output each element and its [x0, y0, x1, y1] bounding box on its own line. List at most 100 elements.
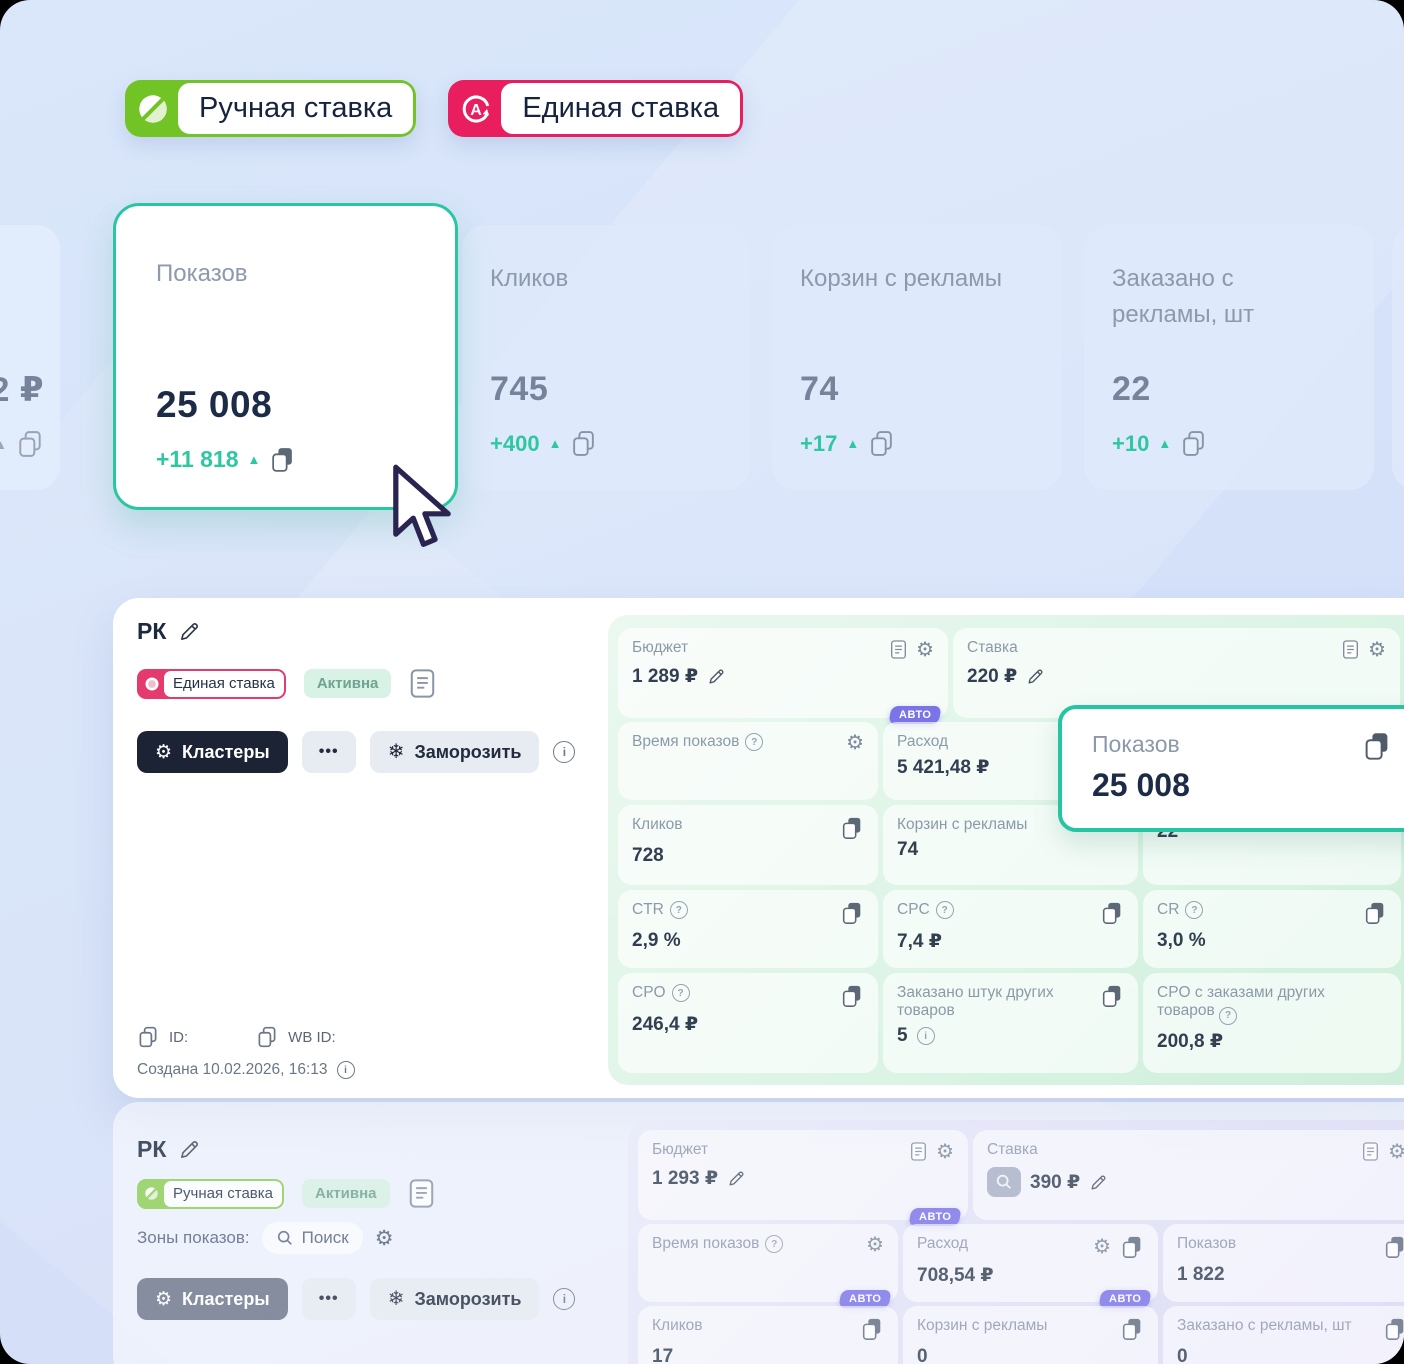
gear-icon[interactable]: ⚙	[916, 638, 934, 661]
copy-icon[interactable]	[1362, 731, 1392, 761]
question-icon[interactable]: ?	[671, 984, 690, 1002]
copy-icon[interactable]	[1100, 901, 1124, 925]
cpo-value: 246,4 ₽	[632, 1014, 699, 1035]
note-icon[interactable]	[1342, 639, 1359, 660]
edit-icon[interactable]	[707, 667, 726, 686]
impressions-overlay-card[interactable]: Показов 25 008	[1058, 705, 1404, 832]
copy-icon[interactable]	[269, 446, 296, 473]
zone-chip[interactable]: Поиск	[261, 1222, 363, 1254]
gear-icon[interactable]: ⚙	[374, 1226, 394, 1250]
copy-icon[interactable]	[137, 1026, 159, 1048]
question-icon[interactable]: ?	[765, 1235, 784, 1253]
stat-label: Заказано с рекламы, шт	[1112, 265, 1255, 328]
question-icon[interactable]: ?	[1219, 1006, 1238, 1025]
stat-value: 22	[1112, 370, 1151, 408]
gear-icon[interactable]: ⚙	[846, 732, 864, 754]
campaign-actions: ⚙ Кластеры ••• ❄ Заморозить i	[137, 1278, 576, 1320]
copy-icon[interactable]	[570, 430, 597, 457]
clusters-label: Кластеры	[182, 1288, 270, 1309]
clicks-label: Кликов	[652, 1317, 703, 1334]
gear-icon[interactable]: ⚙	[1388, 1140, 1404, 1163]
stat-delta: +11 818 ▲	[156, 446, 296, 473]
copy-icon[interactable]	[1383, 1317, 1404, 1341]
cpc-cell: CPC? 7,4 ₽	[883, 890, 1138, 968]
edit-icon[interactable]	[178, 620, 201, 643]
clicks-value: 17	[652, 1346, 674, 1364]
copy-icon[interactable]	[256, 1026, 278, 1048]
info-icon[interactable]: i	[553, 1288, 576, 1310]
copy-icon[interactable]	[1120, 1235, 1144, 1259]
edit-icon[interactable]	[178, 1138, 201, 1161]
search-icon	[276, 1229, 294, 1247]
copy-icon[interactable]	[16, 430, 44, 458]
copy-icon[interactable]	[840, 901, 864, 925]
clusters-button[interactable]: ⚙ Кластеры	[137, 731, 288, 773]
campaign-stats-grid: Бюджет ⚙ 1 293 ₽ АВТО Ставка	[628, 1120, 1404, 1364]
stat-card-clicks[interactable]: Кликов 745 +400 ▲	[462, 225, 750, 490]
question-icon[interactable]: ?	[1185, 901, 1204, 919]
budget-label: Бюджет	[632, 639, 689, 656]
copy-icon[interactable]	[1100, 984, 1124, 1008]
stat-card-partial-right[interactable]	[1392, 225, 1404, 490]
campaign-panel-1: РК Единая ставка Активна ⚙ Кластеры	[113, 598, 1404, 1098]
question-icon[interactable]: ?	[745, 733, 764, 751]
info-icon[interactable]: i	[916, 1027, 935, 1045]
copy-icon[interactable]	[840, 984, 864, 1008]
gear-icon[interactable]: ⚙	[936, 1140, 954, 1163]
status-badge: Активна	[303, 669, 392, 698]
question-icon[interactable]: ?	[669, 901, 688, 919]
copy-icon[interactable]	[840, 816, 864, 840]
stat-card-carts[interactable]: Корзин с рекламы 74 +17 ▲	[772, 225, 1062, 490]
dots-icon: •••	[318, 743, 339, 760]
more-button[interactable]: •••	[301, 731, 356, 773]
stat-card-impressions[interactable]: Показов 25 008 +11 818 ▲	[113, 203, 458, 510]
edit-icon[interactable]	[1089, 1173, 1108, 1192]
freeze-button[interactable]: ❄ Заморозить	[369, 731, 540, 773]
copy-icon[interactable]	[860, 1317, 884, 1341]
carts-value: 0	[917, 1346, 928, 1364]
dots-icon: •••	[318, 1290, 339, 1307]
note-icon[interactable]	[890, 639, 907, 660]
zone-value: Поиск	[301, 1228, 349, 1247]
show-time-label: Время показов	[652, 1235, 760, 1252]
stat-value: 2 ₽	[0, 371, 44, 409]
bid-value: 390 ₽	[1030, 1171, 1081, 1193]
other-ordered-value: 5	[897, 1025, 908, 1046]
gear-icon[interactable]: ⚙	[1093, 1236, 1111, 1258]
id-label: ID:	[169, 1028, 189, 1046]
cr-cell: CR? 3,0 %	[1143, 890, 1401, 968]
freeze-button[interactable]: ❄ Заморозить	[369, 1278, 540, 1320]
campaign-name: РК	[137, 618, 167, 644]
notes-icon[interactable]	[409, 668, 436, 699]
note-icon[interactable]	[1362, 1141, 1379, 1162]
more-button[interactable]: •••	[301, 1278, 356, 1320]
ctr-label: CTR	[632, 901, 664, 918]
clusters-button[interactable]: ⚙ Кластеры	[137, 1278, 288, 1320]
copy-icon[interactable]	[868, 430, 895, 457]
note-icon[interactable]	[910, 1141, 927, 1162]
bid-label: Ставка	[967, 639, 1018, 656]
gear-icon[interactable]: ⚙	[866, 1234, 884, 1256]
copy-icon[interactable]	[1363, 901, 1387, 925]
edit-icon[interactable]	[1026, 667, 1045, 686]
stat-card-ordered[interactable]: Заказано с рекламы, шт 22 +10 ▲	[1084, 225, 1374, 490]
budget-cell: Бюджет ⚙ 1 293 ₽ АВТО	[638, 1130, 968, 1226]
manual-bid-badge[interactable]: Ручная ставка	[125, 80, 417, 137]
question-icon[interactable]: ?	[935, 901, 954, 919]
edit-icon[interactable]	[727, 1169, 746, 1188]
info-icon[interactable]: i	[336, 1061, 355, 1079]
info-icon[interactable]: i	[553, 741, 576, 763]
copy-icon[interactable]	[1383, 1235, 1404, 1259]
stat-card-partial-left[interactable]: 2 ₽ ▲	[0, 225, 60, 490]
gear-icon[interactable]: ⚙	[1368, 638, 1386, 661]
copy-icon[interactable]	[1180, 430, 1207, 457]
bid-type-badge: Единая ставка	[137, 668, 286, 699]
unified-bid-badge[interactable]: A Единая ставка	[448, 80, 744, 137]
freeze-label: Заморозить	[414, 741, 522, 762]
notes-icon[interactable]	[408, 1178, 435, 1209]
zones-row: Зоны показов: Поиск ⚙	[137, 1222, 394, 1254]
spend-label: Расход	[897, 733, 949, 750]
cpo-other-label: CPO с заказами других товаров ?	[1157, 984, 1367, 1025]
copy-icon[interactable]	[1120, 1317, 1144, 1341]
